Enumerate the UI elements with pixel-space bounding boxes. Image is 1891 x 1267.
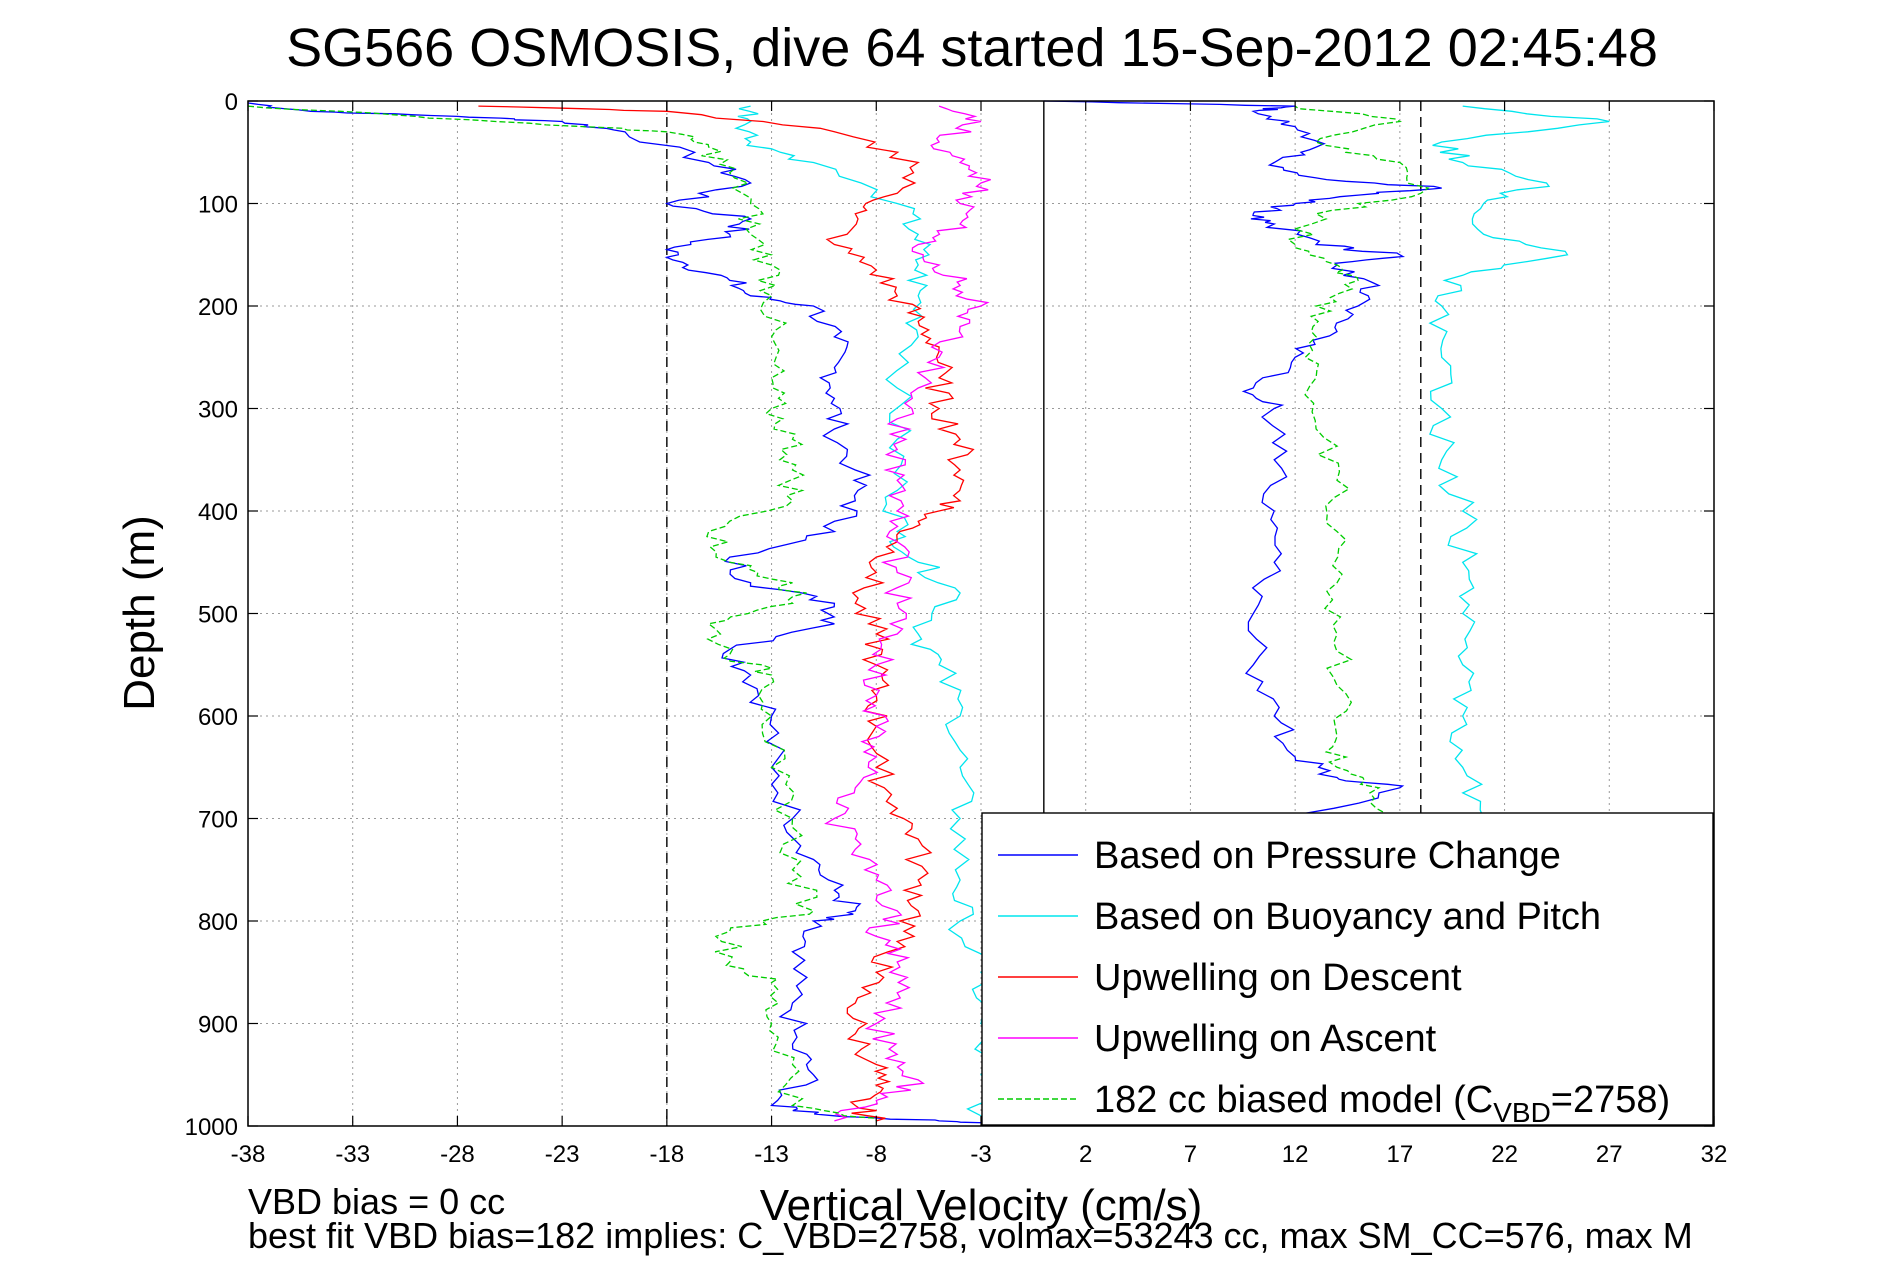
y-tick-label: 800 — [198, 909, 238, 936]
x-tick-label: 22 — [1491, 1141, 1518, 1168]
legend-label: Upwelling on Ascent — [1094, 1018, 1437, 1060]
y-tick-label: 200 — [198, 294, 238, 321]
series-layer — [247, 100, 1612, 1126]
series-line — [478, 105, 975, 1122]
legend-label: 182 cc biased model (CVBD=2758) — [1094, 1079, 1670, 1128]
x-tick-label: 7 — [1184, 1141, 1197, 1168]
x-tick-label: 2 — [1079, 1141, 1092, 1168]
x-tick-label: -23 — [545, 1141, 580, 1168]
series-line — [247, 105, 877, 1122]
y-tick-label: 700 — [198, 807, 238, 834]
series-line — [733, 105, 993, 1117]
y-tick-label: 400 — [198, 499, 238, 526]
ticks: -38 -33 -28 -23 -18 -13 -8 -3 2 7 12 17 22 27 32010020… — [185, 89, 1728, 1168]
chart-title: SG566 OSMOSIS, dive 64 started 15-Sep-20… — [286, 18, 1658, 78]
note-vbd-bias: VBD bias = 0 cc — [248, 1181, 505, 1222]
y-tick-label: 900 — [198, 1012, 238, 1039]
series-line — [247, 102, 1044, 1126]
legend-label: Upwelling on Descent — [1094, 957, 1462, 999]
y-tick-label: 100 — [198, 192, 238, 219]
x-tick-label: -28 — [440, 1141, 475, 1168]
x-tick-label: -38 — [231, 1141, 266, 1168]
y-tick-label: 600 — [198, 704, 238, 731]
x-tick-label: 32 — [1701, 1141, 1728, 1168]
x-tick-label: -13 — [754, 1141, 789, 1168]
legend-label: Based on Buoyancy and Pitch — [1094, 896, 1601, 938]
y-axis-label: Depth (m) — [115, 515, 164, 711]
legend: Based on Pressure Change Based on Buoyanc… — [981, 812, 1714, 1128]
x-tick-label: -3 — [970, 1141, 991, 1168]
x-tick-label: -8 — [866, 1141, 887, 1168]
x-axis-label: Vertical Velocity (cm/s) — [760, 1181, 1203, 1230]
note-best-fit: best fit VBD bias=182 implies: C_VBD=275… — [248, 1215, 1693, 1256]
x-tick-label: -33 — [335, 1141, 370, 1168]
x-tick-label: 27 — [1596, 1141, 1623, 1168]
y-tick-label: 300 — [198, 397, 238, 424]
series-line — [824, 105, 991, 1122]
legend-label: Based on Pressure Change — [1094, 835, 1561, 877]
y-tick-label: 500 — [198, 602, 238, 629]
legend-box — [981, 812, 1714, 1126]
x-tick-label: 12 — [1282, 1141, 1309, 1168]
y-tick-label: 1000 — [185, 1114, 238, 1141]
x-tick-label: -18 — [650, 1141, 685, 1168]
x-tick-label: 17 — [1387, 1141, 1414, 1168]
y-tick-label: 0 — [225, 89, 238, 116]
